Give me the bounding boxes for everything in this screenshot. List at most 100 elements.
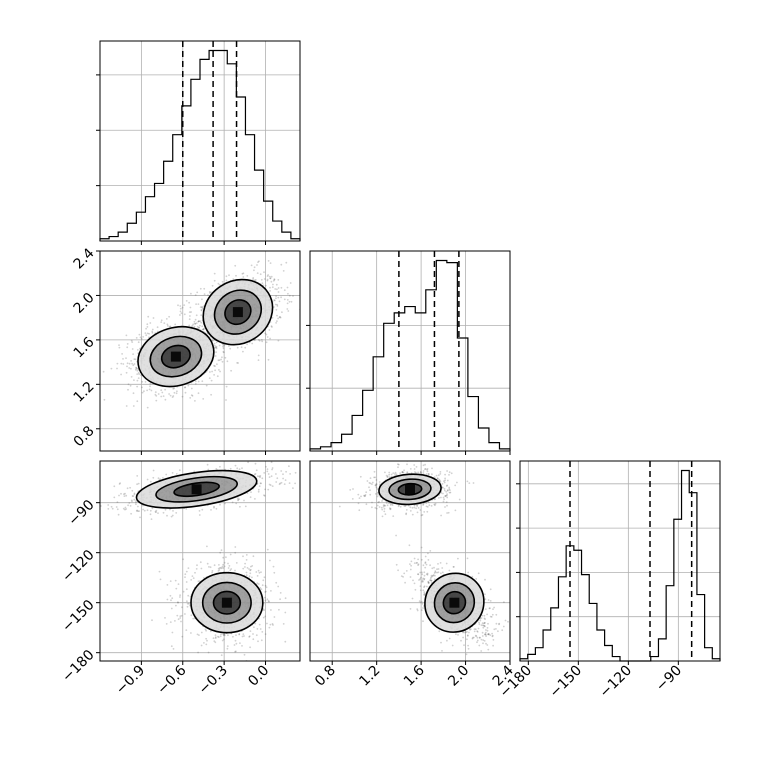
sample-point — [135, 367, 138, 370]
sample-point — [242, 555, 244, 558]
sample-point — [264, 584, 267, 587]
sample-point — [283, 483, 286, 485]
sample-point — [257, 488, 260, 491]
sample-point — [289, 473, 291, 475]
sample-point — [196, 325, 199, 328]
sample-point — [263, 271, 265, 274]
sample-point — [207, 468, 210, 471]
sample-point — [189, 397, 192, 399]
sample-point — [419, 509, 422, 511]
sample-point — [177, 618, 180, 621]
sample-point — [232, 635, 234, 638]
sample-point — [181, 395, 184, 398]
sample-point — [222, 556, 225, 559]
sample-point — [185, 300, 188, 302]
sample-point — [179, 596, 181, 598]
sample-point — [131, 500, 133, 503]
sample-point — [264, 596, 266, 599]
sample-point — [252, 277, 255, 279]
sample-point — [197, 392, 200, 395]
sample-point — [148, 388, 151, 391]
sample-point — [427, 473, 430, 475]
sample-point — [131, 362, 134, 365]
sample-point — [154, 510, 157, 513]
sample-point — [176, 614, 179, 617]
sample-point — [225, 556, 227, 559]
sample-point — [286, 286, 289, 289]
sample-point — [255, 571, 258, 573]
sample-point — [200, 321, 203, 324]
sample-point — [130, 512, 133, 515]
sample-point — [426, 506, 429, 508]
sample-point — [384, 471, 386, 474]
sample-point — [185, 581, 188, 583]
sample-point — [163, 322, 166, 324]
sample-point — [182, 558, 185, 561]
sample-point — [275, 481, 278, 483]
sample-point — [229, 467, 232, 470]
sample-point — [277, 585, 280, 588]
sample-point — [107, 508, 110, 510]
sample-point — [171, 396, 174, 398]
sample-point — [397, 466, 399, 469]
sample-point — [270, 280, 273, 283]
sample-point — [220, 549, 223, 552]
sample-point — [451, 644, 454, 647]
sample-point — [249, 496, 252, 499]
sample-point — [277, 339, 280, 342]
sample-point — [271, 623, 274, 625]
sample-point — [190, 311, 193, 313]
sample-point — [150, 389, 153, 392]
sample-point — [238, 468, 241, 471]
sample-point — [256, 628, 259, 630]
sample-point — [279, 316, 281, 318]
sample-point — [170, 645, 173, 648]
sample-point — [426, 585, 428, 588]
sample-point — [431, 473, 433, 476]
sample-point — [448, 488, 451, 490]
sample-point — [175, 587, 178, 590]
sample-point — [195, 314, 198, 317]
sample-point — [478, 621, 480, 624]
sample-point — [371, 506, 373, 509]
sample-point — [283, 289, 286, 292]
sample-point — [220, 358, 223, 361]
sample-point — [249, 568, 252, 571]
sample-point — [119, 482, 121, 484]
sample-point — [191, 575, 194, 577]
sample-point — [127, 383, 130, 386]
sample-point — [151, 328, 154, 331]
sample-point — [129, 505, 132, 507]
sample-point — [358, 509, 361, 512]
sample-point — [388, 471, 391, 474]
sample-point — [214, 355, 217, 357]
sample-point — [132, 405, 135, 407]
sample-point — [118, 494, 120, 497]
sample-point — [125, 357, 127, 359]
sample-point — [200, 309, 203, 312]
sample-point — [466, 557, 469, 560]
sample-point — [164, 508, 167, 511]
sample-point — [133, 358, 136, 360]
sample-point — [426, 510, 429, 513]
sample-point — [467, 647, 470, 650]
sample-point — [437, 474, 440, 477]
sample-point — [116, 367, 118, 370]
sample-point — [269, 337, 271, 340]
sample-point — [221, 639, 224, 642]
sample-point — [256, 475, 259, 478]
sample-point — [166, 584, 169, 586]
sample-point — [126, 362, 129, 365]
sample-point — [152, 476, 155, 479]
sample-point — [376, 488, 379, 491]
sample-point — [137, 510, 139, 512]
sample-point — [448, 486, 451, 489]
sample-point — [235, 650, 237, 653]
sample-point — [416, 608, 419, 610]
sample-point — [146, 332, 149, 335]
sample-point — [226, 647, 229, 650]
sample-point — [378, 506, 381, 508]
sample-point — [252, 278, 254, 280]
sample-point — [278, 316, 281, 319]
